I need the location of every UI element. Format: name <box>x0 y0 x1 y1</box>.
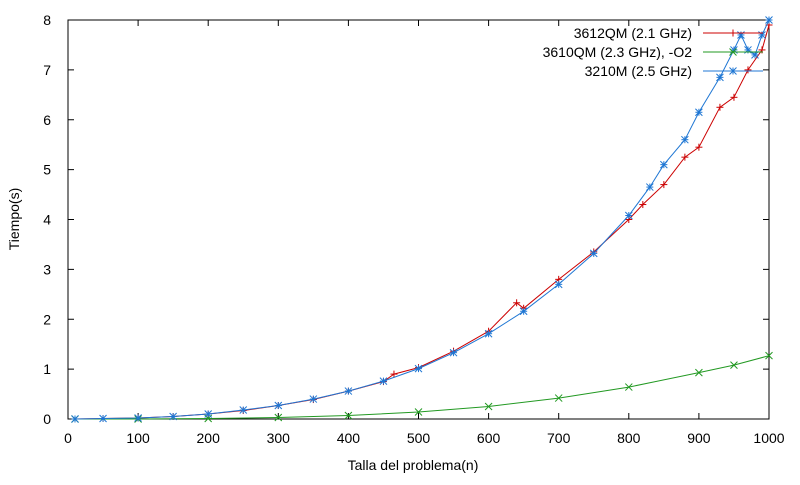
data-point <box>554 394 563 402</box>
y-tick-label: 3 <box>43 261 51 277</box>
data-point <box>134 414 142 422</box>
plot-frame <box>67 19 770 420</box>
data-point <box>414 408 423 416</box>
data-point <box>730 93 738 101</box>
data-point <box>169 412 178 421</box>
data-point <box>645 183 654 191</box>
data-point <box>344 387 353 395</box>
data-point <box>744 66 752 74</box>
data-point <box>99 414 107 423</box>
x-tick-label: 100 <box>126 430 150 446</box>
y-tick-label: 8 <box>43 12 51 28</box>
data-point <box>659 160 668 169</box>
legend-marker <box>729 48 737 56</box>
legend-marker <box>729 29 737 37</box>
data-point <box>344 411 353 420</box>
data-point <box>513 299 521 307</box>
data-point <box>681 135 689 144</box>
x-tick-label: 1000 <box>753 430 784 446</box>
x-tick-label: 200 <box>197 430 221 446</box>
axis-ticks: 0 100 200 300 400 500 600 700 800 900 1000 0 1 2 3 4 5 6 7… <box>43 12 785 446</box>
x-tick-label: 300 <box>267 430 291 446</box>
y-tick-label: 0 <box>43 411 51 427</box>
data-point <box>71 415 79 423</box>
y-tick-label: 7 <box>43 62 51 78</box>
data-point <box>716 103 724 111</box>
data-point <box>390 370 398 378</box>
x-tick-label: 500 <box>407 430 431 446</box>
legend: 3612QM (2.1 GHz) 3610QM (2.3 GHz), -O2 321… <box>543 25 763 79</box>
data-point <box>274 401 283 410</box>
legend-label: 3210M (2.5 GHz) <box>585 63 692 79</box>
data-point <box>449 348 458 357</box>
data-point <box>695 368 703 377</box>
data-point <box>639 201 647 209</box>
data-point <box>730 361 738 369</box>
x-tick-label: 900 <box>687 430 711 446</box>
y-tick-label: 4 <box>43 212 51 228</box>
data-point <box>554 280 563 289</box>
series-layer <box>71 16 773 423</box>
data-point <box>751 51 759 59</box>
data-point <box>414 364 423 373</box>
data-point <box>765 16 773 24</box>
data-point <box>379 377 388 385</box>
series-2 <box>71 351 773 423</box>
data-point <box>239 406 248 414</box>
y-tick-label: 1 <box>43 361 51 377</box>
y-tick-label: 5 <box>43 162 51 178</box>
data-point <box>484 402 493 411</box>
data-point <box>716 73 724 82</box>
x-tick-label: 800 <box>617 430 641 446</box>
data-point <box>624 211 633 220</box>
data-point <box>681 153 689 161</box>
series-3 <box>71 16 773 423</box>
data-point <box>660 181 668 189</box>
data-point <box>274 413 283 422</box>
data-point <box>695 108 703 117</box>
series-line <box>75 355 770 420</box>
y-tick-label: 6 <box>43 112 51 128</box>
data-point <box>589 249 598 258</box>
x-tick-label: 600 <box>477 430 501 446</box>
data-point <box>624 383 633 391</box>
data-point <box>204 410 213 418</box>
y-axis-label: Tiempo(s) <box>6 188 22 251</box>
data-point <box>309 395 318 403</box>
legend-label: 3612QM (2.1 GHz) <box>574 25 692 41</box>
y-tick-label: 2 <box>43 311 51 327</box>
series-line <box>74 19 770 420</box>
legend-marker <box>729 67 737 75</box>
data-point <box>519 307 528 316</box>
x-tick-label: 700 <box>547 430 571 446</box>
x-tick-label: 0 <box>64 430 72 446</box>
legend-label: 3610QM (2.3 GHz), -O2 <box>543 44 693 60</box>
data-point <box>695 143 703 151</box>
series-line <box>74 24 770 420</box>
x-tick-label: 400 <box>337 430 361 446</box>
x-axis-label: Talla del problema(n) <box>348 457 479 473</box>
series-1 <box>71 21 773 423</box>
data-point <box>484 329 493 338</box>
data-point <box>765 351 773 360</box>
